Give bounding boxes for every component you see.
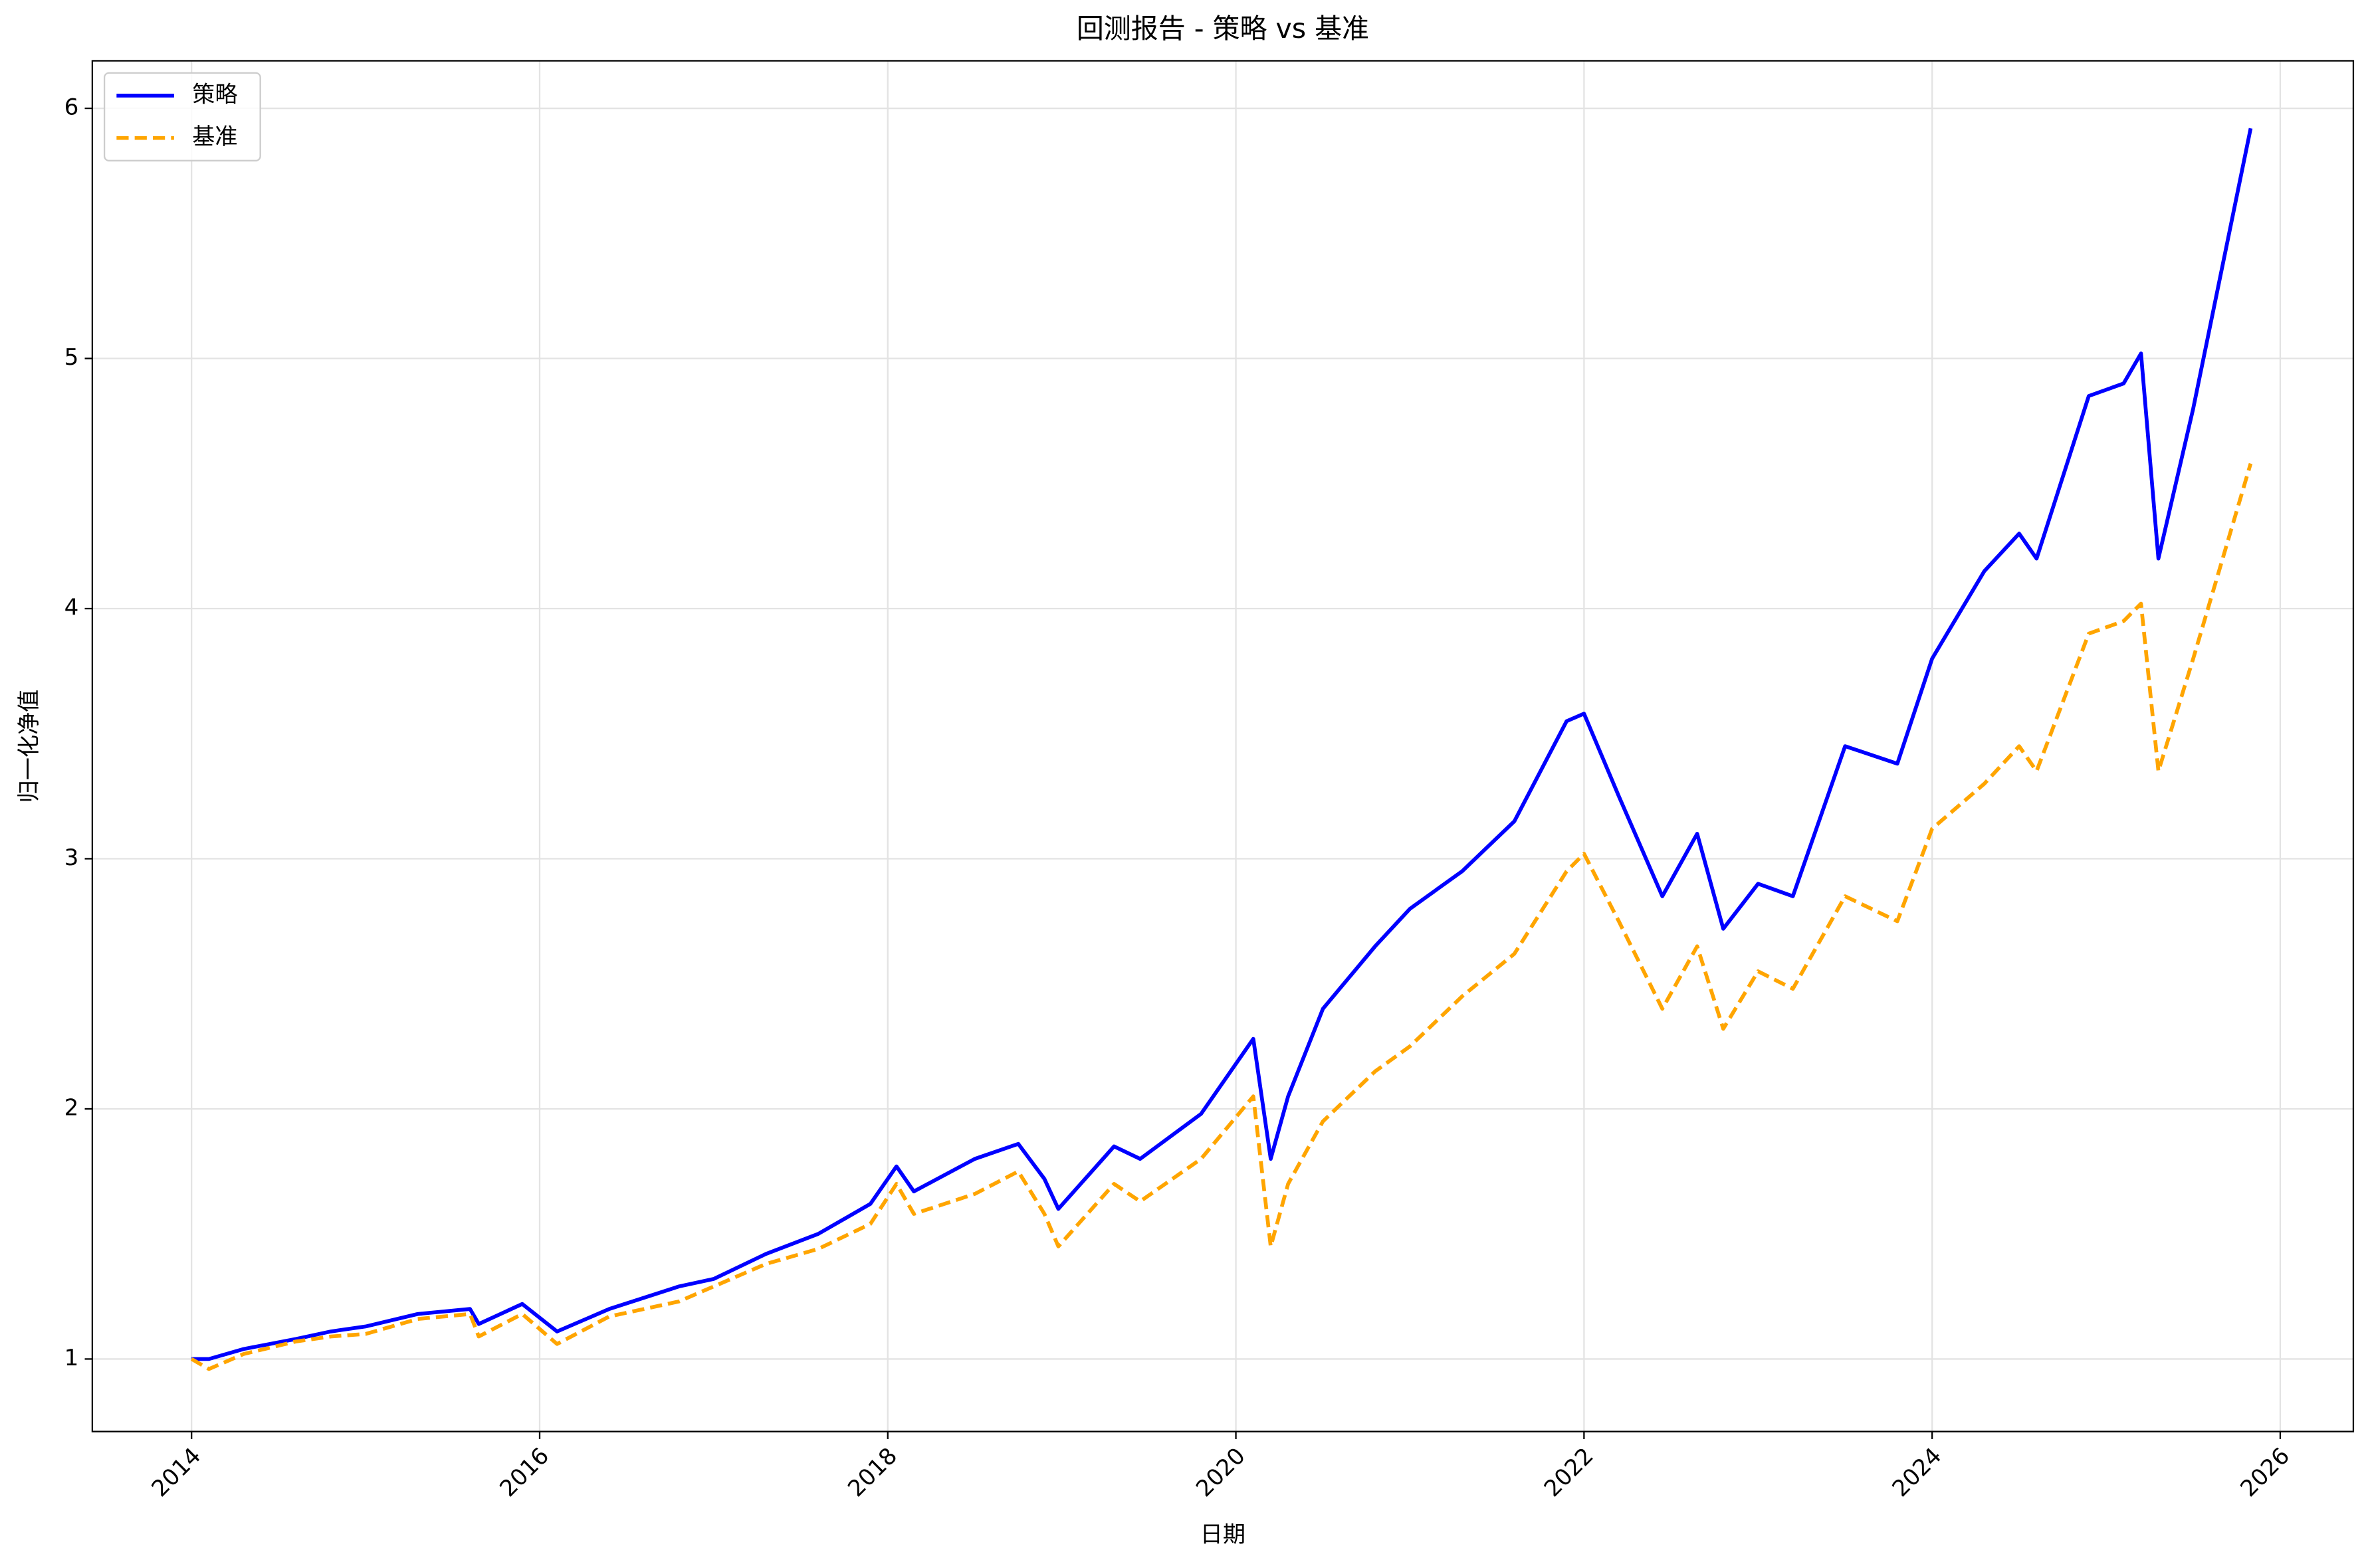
y-tick-label: 2 bbox=[64, 1094, 79, 1121]
line-series bbox=[190, 462, 2253, 1371]
y-tick-label: 3 bbox=[64, 844, 79, 871]
y-tick-label: 6 bbox=[64, 94, 79, 121]
y-tick-label: 1 bbox=[64, 1345, 79, 1371]
x-axis-label: 日期 bbox=[1200, 1521, 1245, 1548]
plot-frame bbox=[91, 60, 2355, 1432]
y-tick-label: 5 bbox=[64, 344, 79, 371]
legend-label: 策略 bbox=[192, 81, 237, 108]
y-axis-label: 归一化净值 bbox=[16, 690, 43, 803]
legend-label: 基准 bbox=[192, 124, 237, 150]
chart-title: 回测报告 - 策略 vs 基准 bbox=[1077, 13, 1369, 45]
y-tick-label: 4 bbox=[64, 595, 79, 621]
line-series bbox=[191, 128, 2253, 1361]
